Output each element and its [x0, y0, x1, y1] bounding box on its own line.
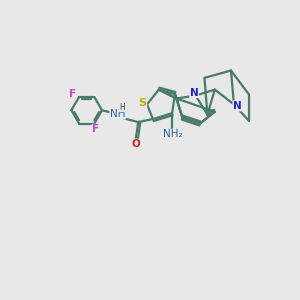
Text: O: O: [131, 139, 140, 149]
Text: NH: NH: [110, 109, 125, 119]
Text: N: N: [233, 101, 242, 111]
Text: F: F: [69, 89, 76, 99]
Text: H: H: [119, 103, 125, 112]
Text: NH₂: NH₂: [163, 129, 182, 140]
Text: F: F: [92, 124, 99, 134]
Text: S: S: [139, 98, 147, 108]
Text: N: N: [190, 88, 199, 98]
